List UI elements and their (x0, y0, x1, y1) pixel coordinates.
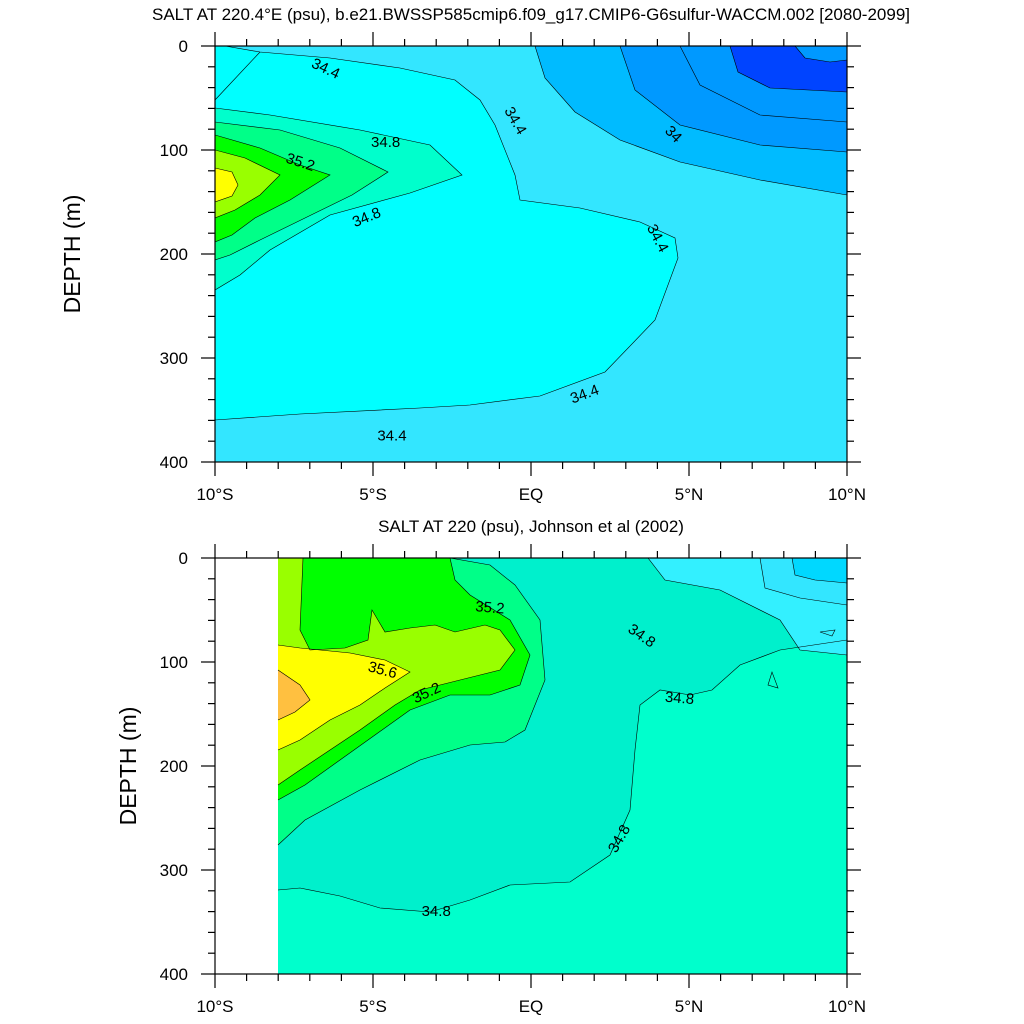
y-tick-label: 300 (160, 349, 188, 368)
contour-line (277, 644, 411, 751)
y-tick-label: 100 (160, 141, 188, 160)
contour-line (215, 149, 281, 219)
contour-line (759, 558, 847, 606)
x-tick-label: 5°S (359, 997, 387, 1016)
contour-label: 34.8 (371, 134, 400, 151)
x-tick-label: 10°N (828, 997, 866, 1016)
y-tick-label: 0 (179, 549, 188, 568)
fill-band (792, 558, 847, 583)
x-tick-label: 10°S (196, 997, 233, 1016)
ticks-top (201, 32, 861, 476)
fill-band (215, 168, 238, 202)
y-tick-label: 400 (160, 965, 188, 984)
contour-line (277, 558, 531, 801)
contour-line (794, 46, 847, 63)
contour-line (215, 107, 463, 291)
contour-label: 34.8 (422, 903, 451, 920)
contour-line (534, 46, 847, 196)
y-tick-label: 200 (160, 245, 188, 264)
contour-label: 35.6 (366, 658, 399, 682)
y-axis-label-top: DEPTH (m) (59, 195, 85, 314)
contour-line (791, 558, 847, 584)
x-tick-label: 5°S (359, 485, 387, 504)
contour-line (277, 558, 546, 846)
contour-label: 34.4 (377, 428, 406, 445)
y-axis-label-bottom: DEPTH (m) (115, 707, 141, 826)
contour-line (819, 629, 836, 637)
contour-fill-bottom (277, 558, 847, 974)
fill-band (215, 150, 280, 218)
contour-line (767, 671, 779, 689)
contour-line (277, 639, 847, 913)
ticks-bottom (201, 544, 861, 988)
contour-line (679, 46, 847, 123)
fill-band (278, 670, 310, 720)
y-tick-label: 300 (160, 861, 188, 880)
x-tick-label: EQ (519, 997, 544, 1016)
x-tick-label: 5°N (675, 997, 704, 1016)
contour-fill-top (215, 46, 847, 462)
contour-line (729, 46, 847, 93)
fill-band (278, 645, 410, 750)
contour-line (215, 46, 679, 421)
y-tick-label: 100 (160, 653, 188, 672)
chart-title-top: SALT AT 220.4°E (psu), b.e21.BWSSP585cmi… (152, 5, 910, 24)
fill-band (795, 46, 847, 62)
y-tick-label: 0 (179, 37, 188, 56)
x-tick-label: 10°S (196, 485, 233, 504)
x-tick-label: EQ (519, 485, 544, 504)
y-tick-label: 400 (160, 453, 188, 472)
fill-band (278, 558, 847, 974)
x-tick-label: 5°N (675, 485, 704, 504)
chart-title-bottom: SALT AT 220 (psu), Johnson et al (2002) (378, 517, 684, 536)
contour-line (215, 167, 239, 203)
contour-line (619, 46, 847, 153)
x-tick-label: 10°N (828, 485, 866, 504)
contour-line (215, 121, 389, 261)
contour-label: 35.2 (475, 598, 506, 617)
contour-line (277, 558, 516, 786)
contour-label: 34.8 (664, 689, 695, 708)
contour-line (215, 134, 331, 243)
contour-line (277, 669, 311, 721)
contour-line (647, 558, 847, 656)
y-tick-label: 200 (160, 757, 188, 776)
